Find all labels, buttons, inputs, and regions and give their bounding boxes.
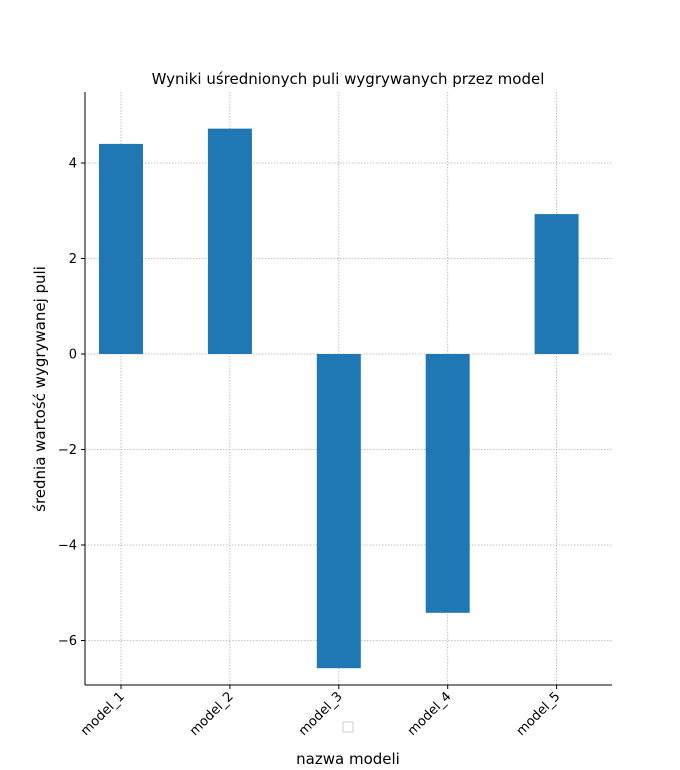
y-tick-label: 2 — [69, 252, 77, 267]
bar-model_2 — [207, 128, 252, 354]
legend-box — [342, 721, 354, 733]
axes-layer — [84, 92, 612, 686]
bar-model_5 — [534, 214, 579, 354]
bar-model_4 — [425, 354, 470, 613]
x-tick-label: model_5 — [514, 689, 564, 739]
x-tick-label: model_3 — [296, 689, 346, 739]
x-axis-label: nazwa modeli — [296, 750, 400, 768]
y-tick-label: 0 — [69, 348, 77, 363]
x-tick-label: model_4 — [405, 689, 455, 739]
y-tick-label: 4 — [69, 157, 77, 172]
grid-layer — [85, 92, 612, 685]
bar-model_1 — [99, 143, 143, 354]
y-ticks: −6 −4 −2 0 2 4 — [58, 157, 85, 649]
y-tick-label: −6 — [58, 634, 77, 649]
x-ticks: model_1 model_2 model_3 model_4 model_5 — [78, 685, 563, 739]
y-tick-label: −2 — [58, 443, 77, 458]
x-tick-label: model_1 — [78, 689, 128, 739]
bars-layer — [99, 128, 579, 669]
y-tick-label: −4 — [58, 539, 77, 554]
y-axis-label: średnia wartość wygrywanej puli — [31, 266, 49, 512]
chart-title: Wyniki uśrednionych puli wygrywanych prz… — [152, 70, 545, 88]
x-tick-label: model_2 — [187, 689, 237, 739]
bar-model_3 — [316, 354, 361, 669]
